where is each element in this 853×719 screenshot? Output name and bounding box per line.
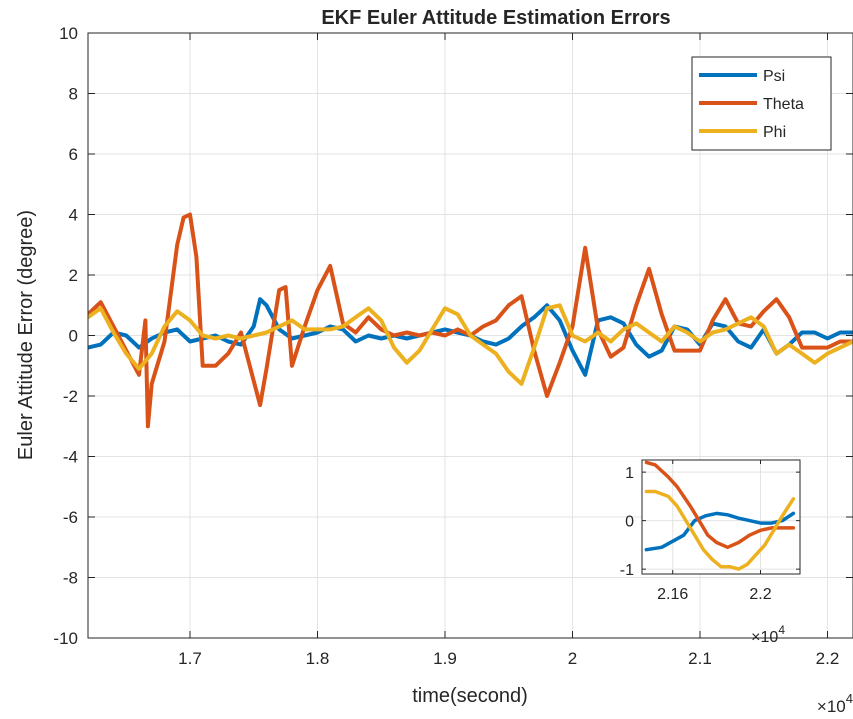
inset-plot-area: [642, 460, 800, 574]
inset-x-tick-label: 2.16: [657, 586, 688, 603]
legend-label-theta: Theta: [763, 96, 804, 113]
main-y-tick-label: -2: [63, 387, 78, 406]
inset-x-exponent-base: ×10: [751, 629, 778, 646]
main-x-tick-label: 2: [568, 649, 577, 668]
inset-ticks: 2.16 2.2 -1 0 1: [620, 460, 800, 603]
main-y-tick-label: 2: [69, 266, 78, 285]
main-y-tick-label: 10: [59, 24, 78, 43]
main-x-tick-label: 1.9: [433, 649, 457, 668]
main-x-tick-label: 2.1: [688, 649, 712, 668]
inset-series-theta: [644, 460, 796, 550]
main-x-exponent-base: ×10: [817, 697, 846, 716]
main-y-tick-label: -8: [63, 569, 78, 588]
chart-title: EKF Euler Attitude Estimation Errors: [321, 7, 670, 29]
inset-x-tick-label: 2.2: [749, 586, 771, 603]
x-axis-label: time(second): [412, 685, 528, 707]
inset-series-psi: [644, 511, 796, 552]
main-x-exponent-power: 4: [846, 691, 853, 706]
inset-x-exponent: ×104: [751, 623, 785, 646]
main-y-tick-label: 4: [69, 206, 78, 225]
main-x-tick-label: 1.8: [306, 649, 330, 668]
legend-items: Psi Theta Phi: [699, 68, 804, 141]
inset-y-tick-label: 0: [625, 514, 634, 531]
inset-axes: 2.16 2.2 -1 0 1: [620, 459, 801, 603]
inset-grid: [642, 460, 800, 574]
legend-label-psi: Psi: [763, 68, 785, 85]
y-axis-label: Euler Attitude Error (degree): [15, 210, 37, 460]
main-x-tick-label: 1.7: [178, 649, 202, 668]
main-y-tick-label: -6: [63, 508, 78, 527]
legend-label-phi: Phi: [763, 124, 786, 141]
inset-series-phi: [644, 489, 796, 571]
main-y-tick-label: 6: [69, 145, 78, 164]
main-y-tick-label: -4: [63, 448, 78, 467]
inset-series-group: [644, 460, 796, 571]
inset-x-exponent-power: 4: [778, 623, 785, 637]
main-y-tick-label: 0: [69, 327, 78, 346]
main-x-exponent: ×104: [817, 691, 853, 716]
main-series-phi: [88, 303, 853, 386]
inset-y-tick-label: -1: [620, 562, 634, 579]
main-x-tick-label: 2.2: [816, 649, 840, 668]
inset-axes-frame: [641, 459, 801, 575]
main-y-tick-label: -10: [53, 629, 78, 648]
main-series-group: [88, 212, 853, 429]
main-y-tick-label: 8: [69, 85, 78, 104]
legend: Psi Theta Phi: [691, 56, 832, 151]
inset-y-tick-label: 1: [625, 465, 634, 482]
